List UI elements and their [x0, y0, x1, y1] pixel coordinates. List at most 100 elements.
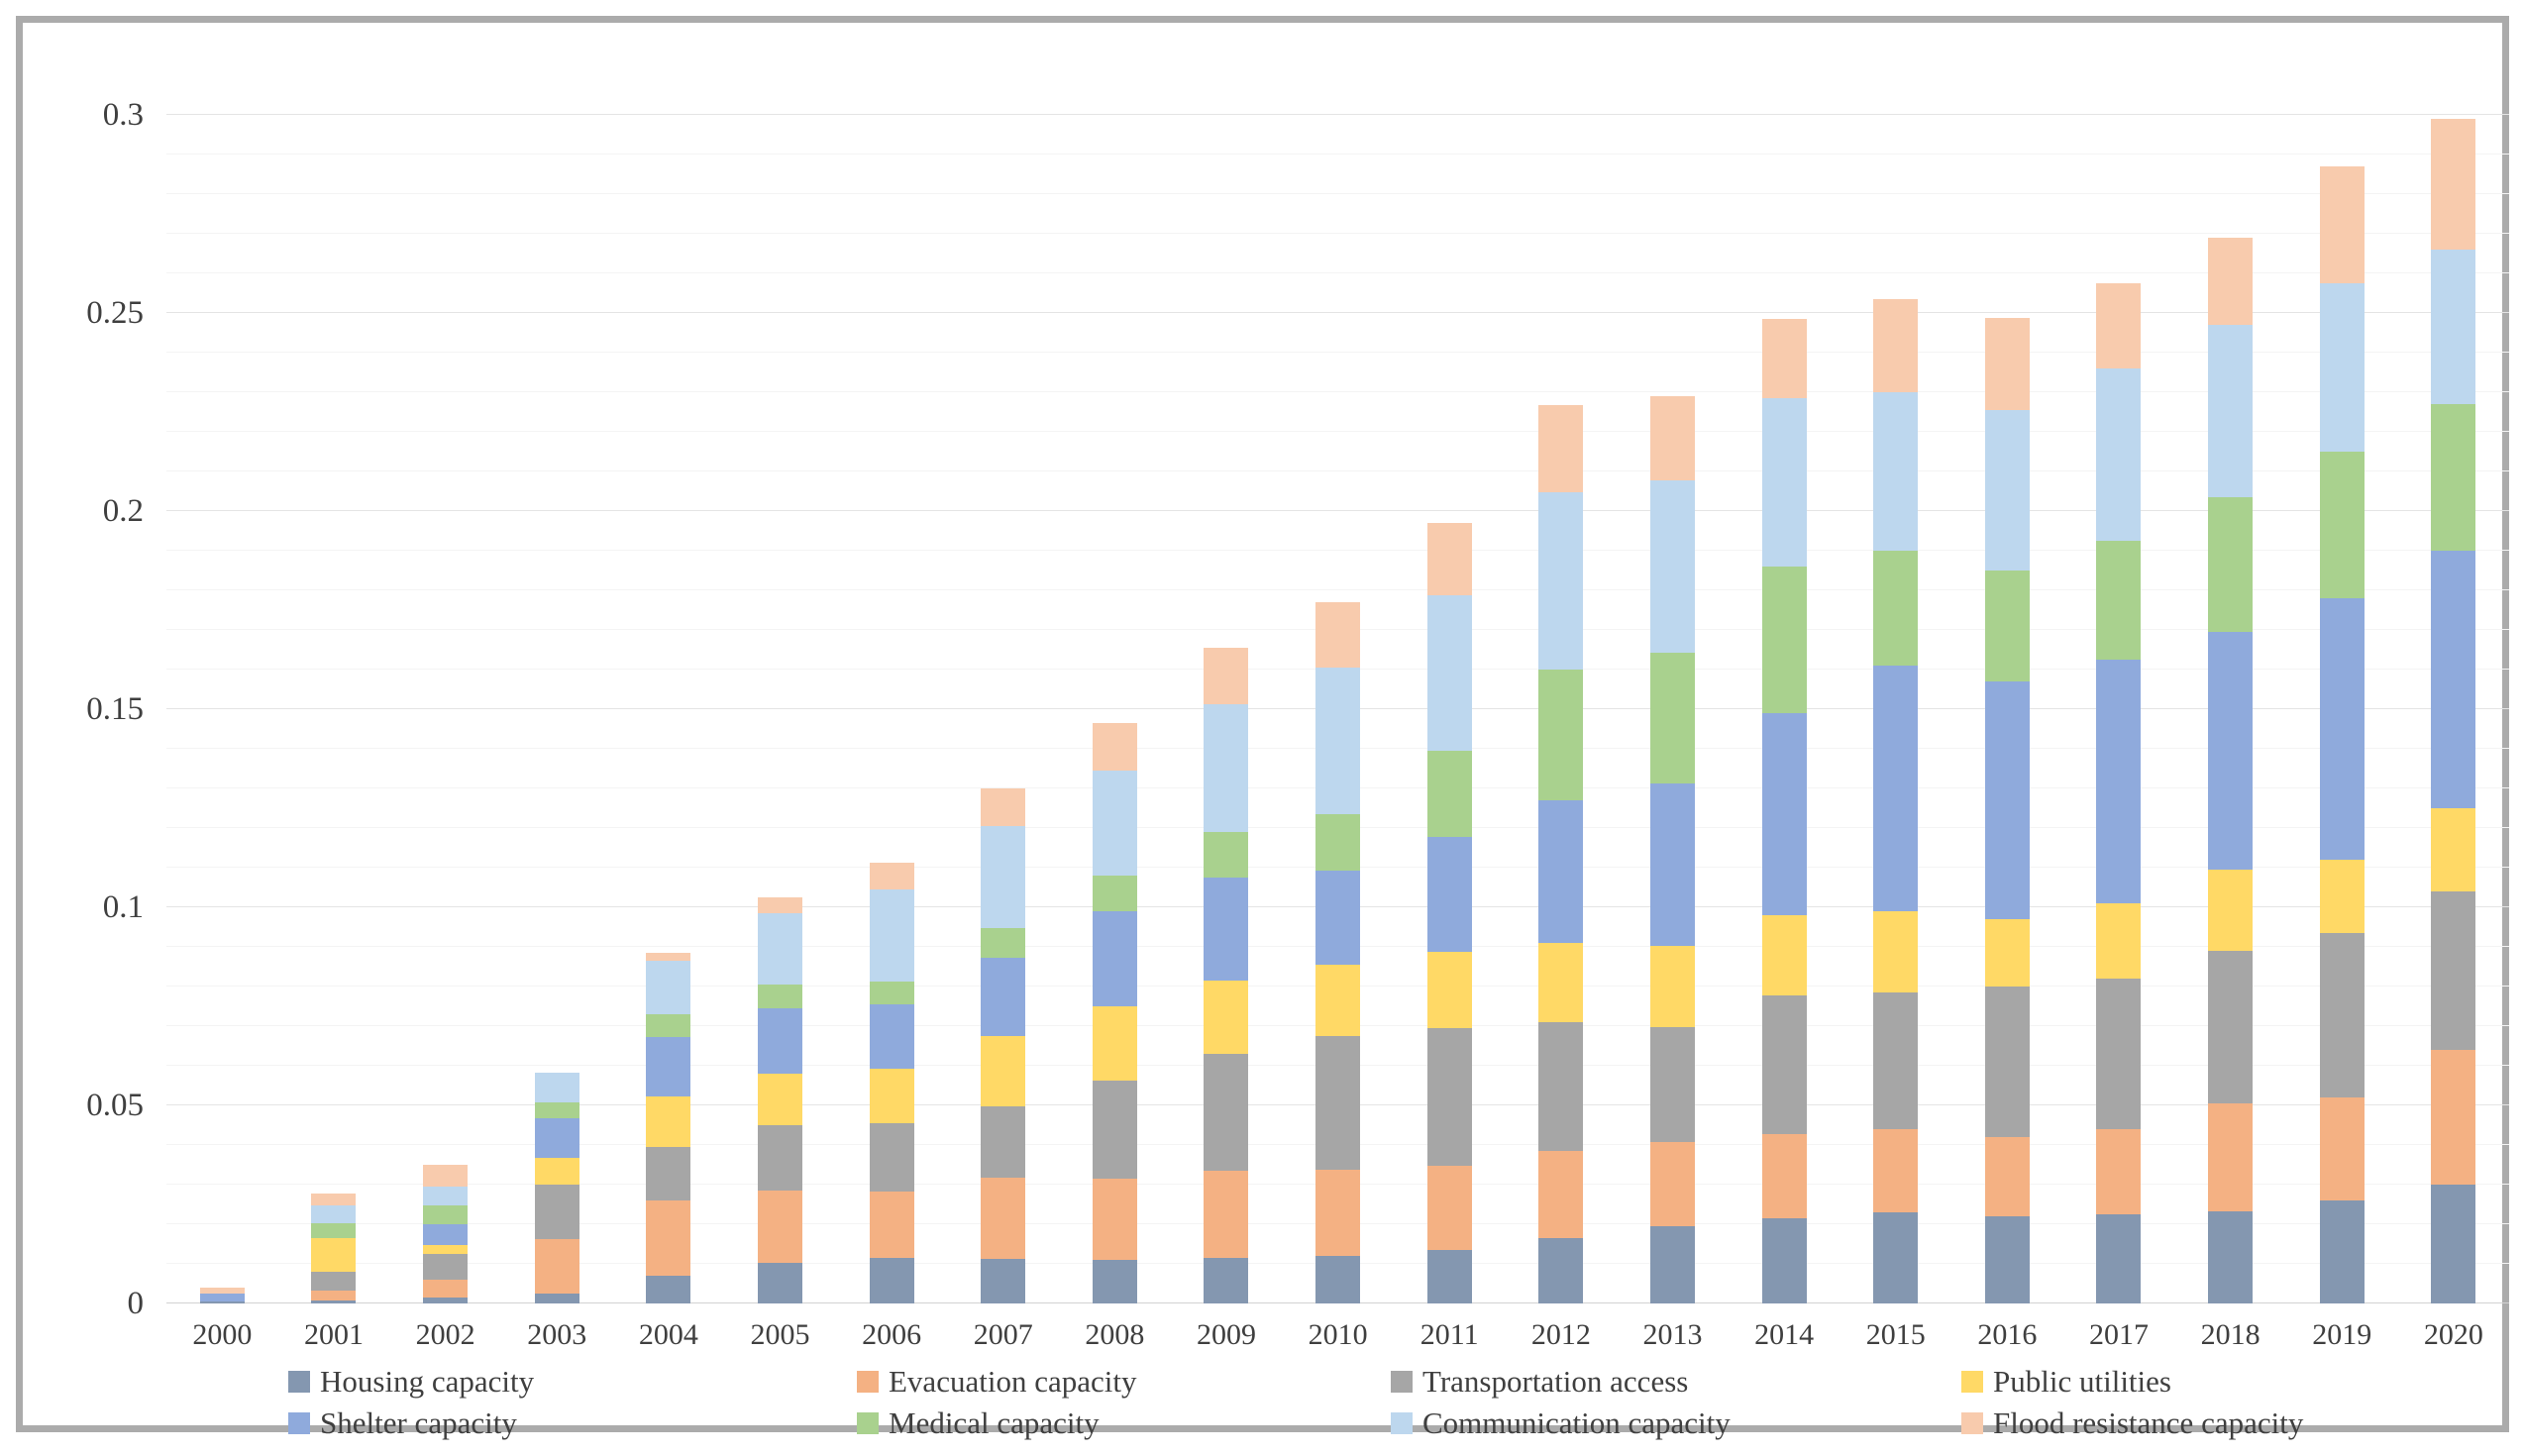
gridline — [166, 431, 2509, 432]
bar-slot-2012 — [1506, 115, 1618, 1303]
bar-slot-2018 — [2174, 115, 2286, 1303]
bar-segment — [199, 1294, 245, 1302]
stacked-bar-2000 — [199, 115, 245, 1303]
x-tick-label: 2016 — [1977, 1318, 2038, 1351]
legend-item: Public utilities — [1961, 1362, 2171, 1402]
legend: Housing capacity Evacuation capacity Trans… — [23, 1362, 2523, 1456]
x-tick-label: 2007 — [973, 1318, 1033, 1351]
bar-slot-2015 — [1840, 115, 1951, 1303]
bar-segment — [869, 1192, 914, 1258]
bar-segment — [757, 897, 802, 914]
bar-segment — [423, 1224, 469, 1246]
bar-segment — [646, 1200, 691, 1276]
bar-segment — [646, 1013, 691, 1037]
bar-segment — [981, 1036, 1026, 1107]
figure-frame: 0 0.05 0.1 0.15 0.2 0.25 0.3 2000 2001 2002 2003 2… — [16, 16, 2509, 1440]
bar-segment — [757, 984, 802, 1008]
bar-segment — [2208, 870, 2254, 951]
legend-item: Shelter capacity — [288, 1404, 517, 1443]
bar-segment — [2431, 808, 2476, 891]
bar-slot-2011 — [1394, 115, 1506, 1303]
bar-slot-2008 — [1059, 115, 1171, 1303]
bar-segment — [1984, 409, 2030, 571]
bar-segment — [423, 1245, 469, 1255]
x-tick-label: 2011 — [1419, 1318, 1479, 1351]
bar-segment — [423, 1165, 469, 1187]
bar-segment — [1426, 1250, 1472, 1303]
bar-segment — [2431, 891, 2476, 1050]
stacked-bar-2016 — [1984, 115, 2030, 1303]
bar-segment — [1426, 751, 1472, 837]
bar-slot-2009 — [1171, 115, 1283, 1303]
bar-segment — [311, 1194, 357, 1205]
bar-segment — [1092, 723, 1137, 772]
bar-segment — [1761, 1134, 1807, 1218]
x-tick-label: 2017 — [2088, 1318, 2149, 1351]
legend-label: Public utilities — [1993, 1364, 2171, 1399]
stacked-bar-2019 — [2319, 115, 2365, 1303]
bar-segment — [2431, 1050, 2476, 1185]
bar-segment — [534, 1072, 579, 1102]
bar-segment — [534, 1185, 579, 1240]
stacked-bar-2003 — [534, 115, 579, 1303]
bar-segment — [1204, 832, 1249, 879]
bar-segment — [869, 888, 914, 983]
bar-segment — [2208, 1211, 2254, 1303]
x-tick-label: 2001 — [303, 1318, 364, 1351]
bar-segment — [1984, 571, 2030, 681]
bar-segment — [981, 1258, 1026, 1303]
bar-segment — [1315, 1035, 1361, 1170]
bar-segment — [311, 1238, 357, 1273]
y-tick-label: 0.3 — [102, 97, 144, 133]
bar-segment — [2319, 860, 2365, 933]
bar-segment — [2319, 598, 2365, 860]
bar-segment — [869, 1258, 914, 1303]
bar-segment — [1649, 1027, 1695, 1143]
bar-segment — [981, 957, 1026, 1037]
gridline — [166, 510, 2509, 511]
bar-segment — [981, 927, 1026, 958]
bar-segment — [311, 1223, 357, 1239]
bar-segment — [1873, 391, 1919, 552]
stacked-bar-2008 — [1092, 115, 1137, 1303]
bar-slot-2004 — [613, 115, 725, 1303]
x-tick-label: 2006 — [862, 1318, 922, 1351]
x-tick-label: 2008 — [1085, 1318, 1145, 1351]
bar-segment — [2208, 496, 2254, 633]
bar-segment — [2208, 325, 2254, 497]
legend-label: Medical capacity — [889, 1405, 1100, 1440]
legend-label: Flood resistance capacity — [1993, 1405, 2304, 1440]
bar-segment — [1649, 479, 1695, 653]
gridline — [166, 589, 2509, 590]
bar-segment — [981, 826, 1026, 928]
bar-segment — [1761, 397, 1807, 568]
legend-item: Housing capacity — [288, 1362, 534, 1402]
bar-segment — [1315, 602, 1361, 669]
legend-swatch-icon — [288, 1412, 310, 1434]
bar-segment — [981, 1177, 1026, 1259]
bar-segment — [1984, 1137, 2030, 1216]
bar-segment — [311, 1290, 357, 1300]
bar-segment — [1315, 813, 1361, 872]
bar-segment — [869, 982, 914, 1005]
bar-segment — [1092, 771, 1137, 876]
bar-segment — [2096, 660, 2142, 903]
bar-segment — [1092, 1081, 1137, 1179]
bar-segment — [311, 1300, 357, 1303]
bar-slot-2001 — [278, 115, 390, 1303]
x-tick-label: 2013 — [1642, 1318, 1703, 1351]
x-tick-label: 2000 — [192, 1318, 253, 1351]
legend-swatch-icon — [857, 1371, 879, 1393]
bar-segment — [1649, 782, 1695, 946]
bar-segment — [1873, 1129, 1919, 1212]
bar-segment — [2096, 368, 2142, 541]
bar-segment — [646, 1276, 691, 1303]
bar-segment — [1538, 943, 1584, 1022]
x-tick-label: 2015 — [1865, 1318, 1926, 1351]
bar-segment — [1092, 1260, 1137, 1303]
bar-segment — [869, 1004, 914, 1069]
legend-swatch-icon — [1391, 1412, 1413, 1434]
legend-item: Transportation access — [1391, 1362, 1688, 1402]
bar-segment — [1092, 875, 1137, 911]
bar-slot-2016 — [1951, 115, 2063, 1303]
